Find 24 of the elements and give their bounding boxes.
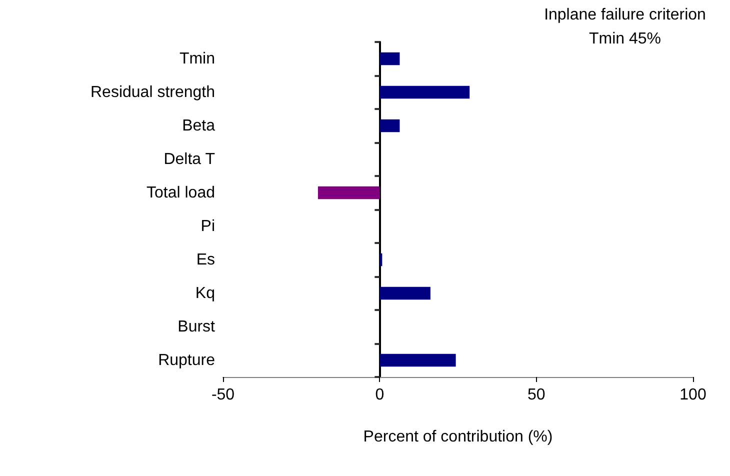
y-tick-label: Beta (182, 117, 216, 134)
x-tick-label: 100 (680, 386, 706, 404)
x-tick-label: -50 (211, 386, 235, 404)
y-tick-label: Delta T (164, 150, 216, 168)
chart-title: Inplane failure criterion (544, 6, 706, 24)
y-tick-label: Total load (146, 184, 215, 202)
bar (318, 186, 380, 200)
y-tick-label: Burst (178, 318, 216, 336)
bar (380, 286, 430, 300)
bar (380, 253, 382, 266)
y-tick-label: Kq (195, 284, 215, 302)
x-tick-label: 0 (375, 386, 384, 404)
x-tick-label: 50 (527, 386, 546, 404)
chart-subtitle: Tmin 45% (588, 30, 662, 48)
x-axis-title: Percent of contribution (%) (363, 428, 553, 446)
y-tick-label: Tmin (179, 50, 215, 68)
bar (380, 354, 456, 367)
y-tick-label: Es (196, 251, 215, 268)
y-tick-label: Rupture (158, 352, 216, 369)
bar (380, 119, 400, 132)
y-tick-label: Residual strength (90, 84, 215, 101)
bar (380, 86, 470, 99)
y-tick-label: Pi (200, 218, 215, 235)
bar (380, 52, 400, 66)
